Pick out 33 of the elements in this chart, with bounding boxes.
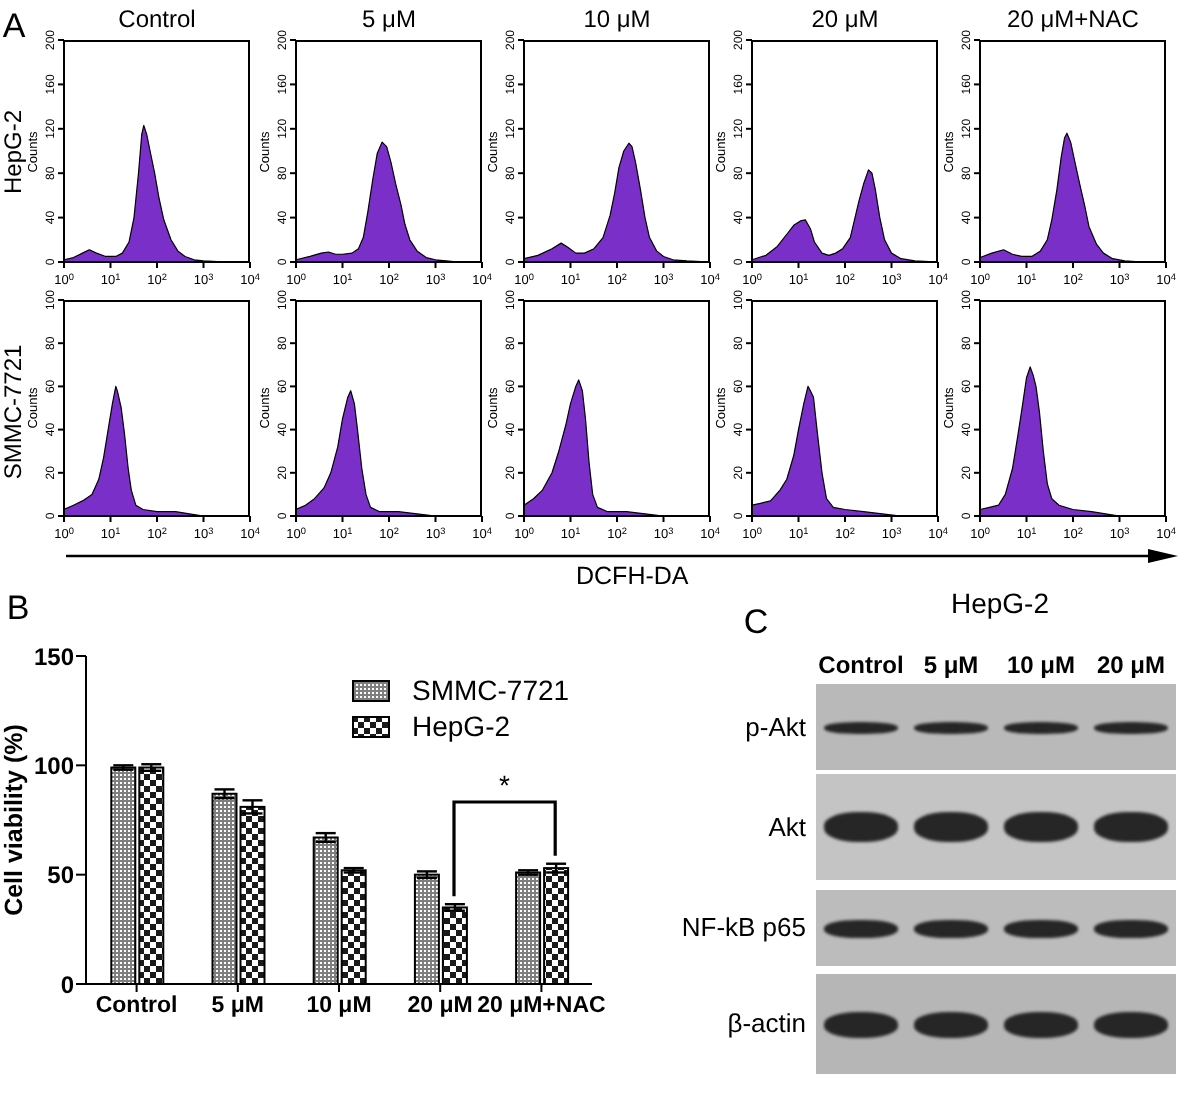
text: B [6,589,30,629]
category-label: Control [818,650,904,680]
category-label: Akt [768,810,806,841]
category-label: p-Akt [745,710,806,741]
x-tick-label: Control [95,994,178,1019]
y-tick-label: 50 [47,861,75,890]
chart-title: Control [118,4,196,34]
category-label: 10 μM [1006,650,1076,680]
y-axis-title: Cell viability (%) [0,724,30,916]
y-tick-label: 0 [60,970,75,999]
y-tick-label: 150 [33,642,75,671]
x-tick-label: 20 μM [407,994,473,1019]
chart-title: 20 μM+NAC [1007,4,1139,34]
text: C [743,603,769,643]
chart-title: 10 μM [583,4,651,34]
chart-title: 5 μM [362,4,416,34]
text: HepG-2 [950,586,1050,620]
x-tick-label: 5 μM [211,994,265,1019]
category-label: NF-kB p65 [681,911,806,942]
legend-label: SMMC-7721 [412,674,570,706]
x-axis-title: DCFH-DA [576,562,689,592]
category-label: 5 μM [923,650,979,680]
text: HepG-2 [0,109,28,195]
chart-title: 20 μM [811,4,879,34]
annotation: * [498,768,510,802]
category-label: 20 μM [1096,650,1166,680]
y-tick-label: 100 [33,751,75,780]
text: A [2,7,26,47]
category-label: β-actin [727,1007,806,1038]
text: SMMC-7721 [0,344,28,480]
x-tick-label: 20 μM+NAC [477,994,606,1019]
x-tick-label: 10 μM [306,994,372,1019]
legend-label: HepG-2 [412,710,511,742]
